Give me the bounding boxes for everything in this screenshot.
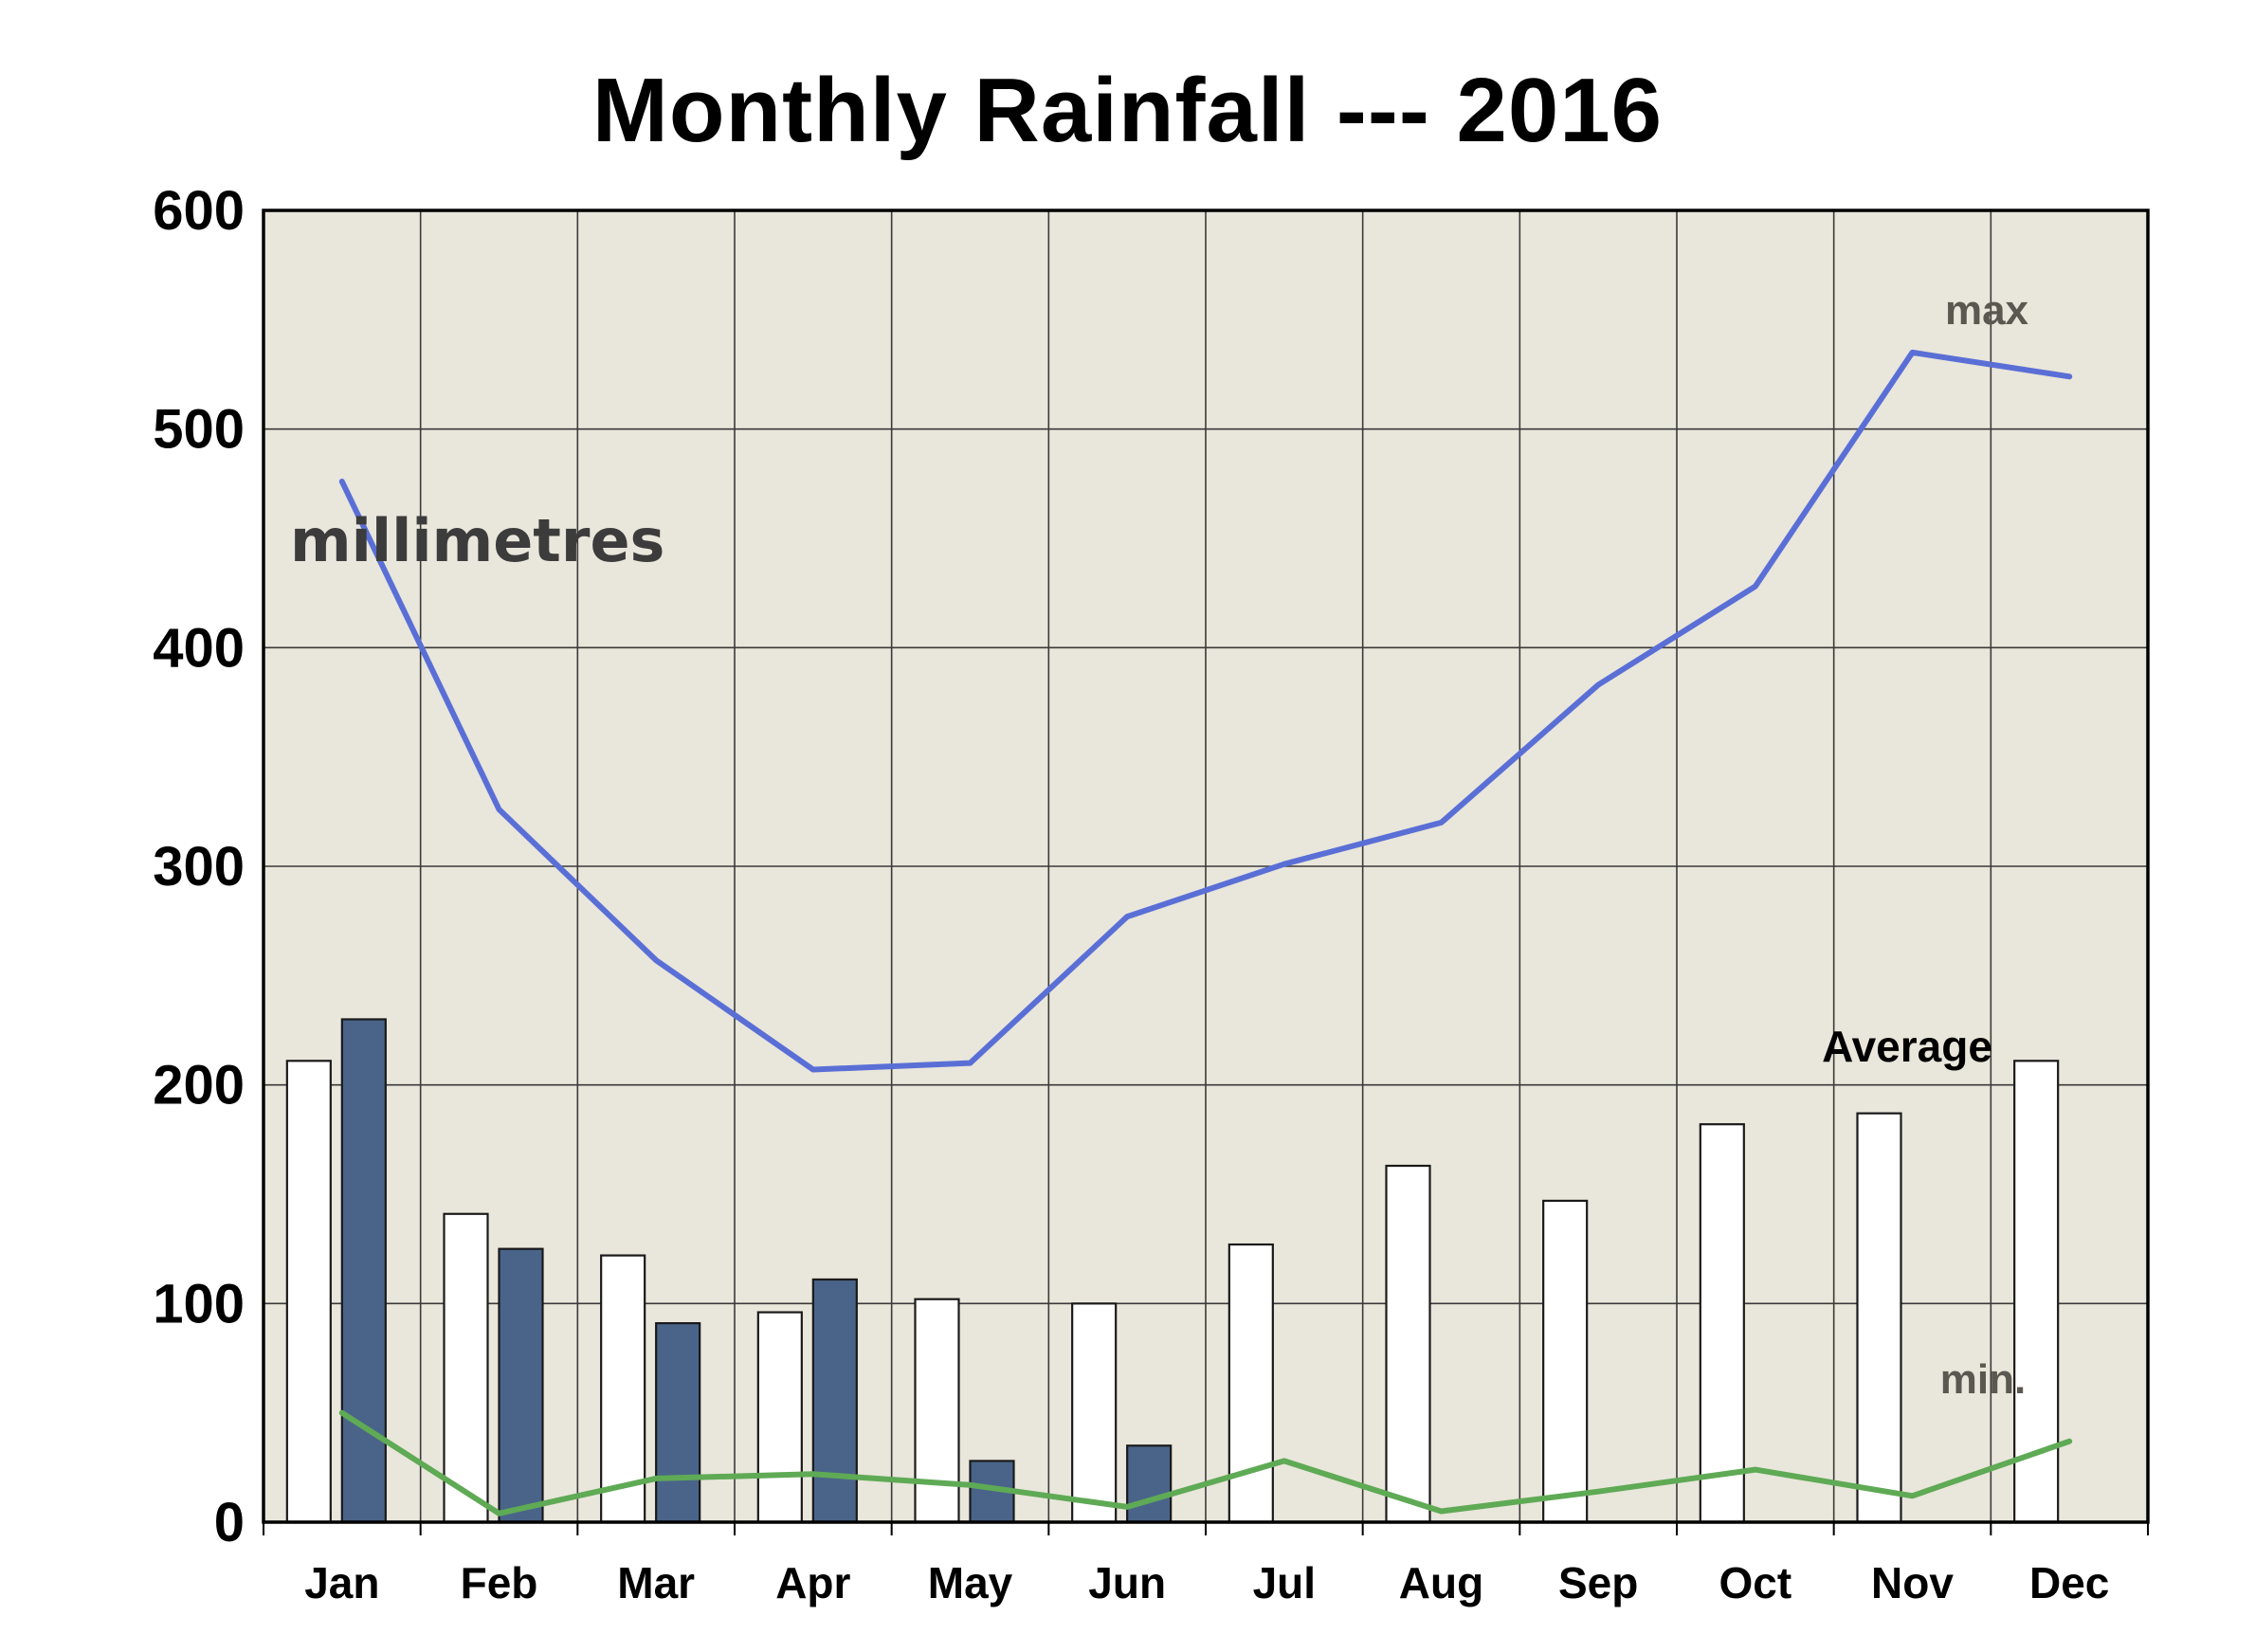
x-tick-label: Jan (304, 1558, 379, 1607)
x-tick-label: Sep (1558, 1558, 1638, 1607)
unit-annotation: millimetres (290, 506, 664, 575)
rainfall-2016-bar (340, 1018, 387, 1524)
x-tick-label: Nov (1871, 1558, 1954, 1607)
average-bar (914, 1298, 960, 1524)
y-tick-label: 500 (153, 399, 245, 461)
rainfall-2016-bar (655, 1321, 701, 1524)
rainfall-2016-bar (1126, 1444, 1173, 1524)
max-line (338, 349, 2073, 1073)
y-tick-label: 600 (153, 180, 245, 242)
average-bar (1856, 1112, 1902, 1524)
y-tick-label: 200 (153, 1055, 245, 1116)
rainfall-2016-bar (811, 1278, 858, 1524)
chart-title: Monthly Rainfall --- 2016 (591, 60, 1664, 161)
x-tick-label: May (928, 1558, 1013, 1607)
rainfall-2016-bar (498, 1247, 544, 1524)
average-bar (1228, 1243, 1274, 1524)
average-annotation: Average (1822, 1022, 1992, 1071)
x-tick-label: Dec (2029, 1558, 2109, 1607)
x-tick-label: Jul (1253, 1558, 1316, 1607)
average-bar (1699, 1123, 1745, 1524)
x-tick-label: Oct (1719, 1558, 1791, 1607)
x-tick-label: Aug (1399, 1558, 1483, 1607)
x-tick-label: Mar (617, 1558, 695, 1607)
average-bar (600, 1254, 646, 1524)
average-bar (1385, 1164, 1431, 1524)
min-line (338, 1409, 2073, 1516)
y-tick-label: 300 (153, 836, 245, 898)
max-annotation: max (1945, 287, 2029, 334)
y-tick-label: 0 (214, 1492, 245, 1553)
x-tick-label: Feb (461, 1558, 538, 1607)
y-tick-label: 400 (153, 617, 245, 679)
y-tick-label: 100 (153, 1273, 245, 1334)
average-bar (1071, 1302, 1118, 1524)
average-bar (443, 1212, 489, 1524)
plot-frame (262, 209, 2150, 1524)
average-bar (756, 1311, 803, 1524)
x-tick-label: Jun (1088, 1558, 1166, 1607)
average-bar (1542, 1199, 1589, 1524)
average-bar (285, 1060, 332, 1524)
x-tick-label: Apr (775, 1558, 850, 1607)
min-annotation: min. (1940, 1356, 2026, 1403)
